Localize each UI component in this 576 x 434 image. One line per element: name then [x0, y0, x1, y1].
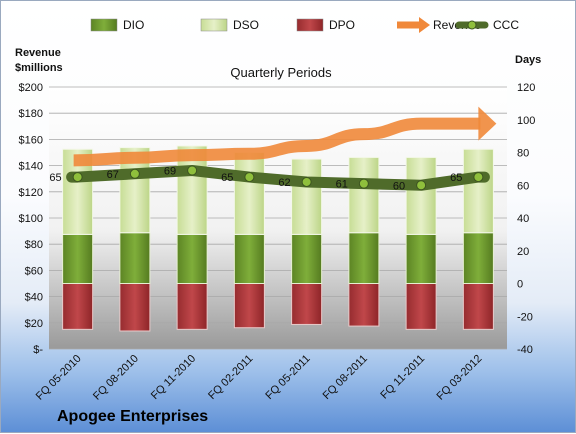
right-tick-label: 60 — [517, 180, 529, 192]
ccc-data-label: 65 — [49, 172, 61, 184]
left-tick-label: $- — [33, 344, 43, 356]
bar-dso — [405, 156, 437, 235]
legend-swatch-dpo — [296, 18, 324, 32]
legend-arrowhead-revenue — [419, 17, 430, 33]
right-tick-label: 0 — [517, 279, 523, 291]
company-name: Apogee Enterprises — [57, 408, 208, 425]
x-tick-label: FQ 05-2010 — [34, 353, 84, 403]
x-tick-label: FQ 11-2010 — [149, 353, 198, 402]
bar-dpo — [291, 283, 323, 325]
revenue-layer — [73, 106, 497, 167]
bar-dpo — [233, 283, 265, 329]
left-tick-label: $80 — [25, 239, 43, 251]
bar-dio — [348, 232, 380, 285]
left-tick-label: $20 — [25, 318, 43, 330]
left-tick-label: $100 — [19, 213, 43, 225]
x-tick-label: FQ 08-2010 — [91, 353, 141, 403]
bar-dio — [405, 233, 437, 284]
left-tick-label: $160 — [19, 134, 43, 146]
bar-dso — [462, 148, 494, 234]
bar-dio — [119, 232, 151, 285]
left-axis-ticks: $- $20 $40 $60 $80 $100 $120 $140 $160 $180 $200 — [19, 82, 44, 356]
ccc-data-label: 67 — [107, 169, 119, 181]
ccc-marker — [244, 172, 255, 183]
ccc-marker — [358, 178, 369, 189]
bar-dio — [462, 232, 494, 285]
bar-dpo — [176, 283, 208, 330]
ccc-marker — [129, 168, 140, 179]
ccc-marker — [72, 172, 83, 183]
right-tick-label: 20 — [517, 246, 529, 258]
right-axis-title: Days — [515, 54, 541, 66]
right-tick-label: 120 — [517, 82, 535, 94]
ccc-data-label: 60 — [393, 180, 405, 192]
ccc-marker — [473, 172, 484, 183]
x-tick-label: FQ 03-2012 — [435, 353, 485, 403]
ccc-data-label: 65 — [450, 172, 462, 184]
ccc-data-label: 61 — [336, 179, 348, 191]
right-axis-ticks: -40 -20 0 20 40 60 80 100 120 — [517, 82, 535, 356]
legend-label-dpo: DPO — [329, 18, 355, 32]
x-tick-label: FQ 05-2011 — [263, 353, 312, 402]
ccc-marker — [416, 180, 427, 191]
x-tick-label: FQ 11-2011 — [378, 353, 427, 402]
legend-label-dso: DSO — [233, 18, 259, 32]
bar-dso — [233, 152, 265, 235]
bar-dso — [348, 156, 380, 234]
x-axis-ticks: FQ 05-2010 FQ 08-2010 FQ 11-2010 FQ 02-2011… — [34, 353, 485, 403]
ccc-data-label: 62 — [278, 177, 290, 189]
legend-swatch-dso — [200, 18, 228, 32]
right-tick-label: -20 — [517, 311, 533, 323]
legend-marker-ccc — [467, 20, 477, 30]
ccc-data-label: 65 — [221, 172, 233, 184]
left-tick-label: $200 — [19, 82, 43, 94]
left-tick-label: $140 — [19, 161, 43, 173]
left-tick-label: $40 — [25, 292, 43, 304]
bar-dio — [176, 233, 208, 284]
right-tick-label: 80 — [517, 148, 529, 160]
legend-label-ccc: CCC — [493, 18, 519, 32]
ccc-label-layer: 65 67 69 65 62 61 60 65 — [49, 166, 462, 193]
x-tick-label: FQ 02-2011 — [206, 353, 255, 402]
revenue-line — [73, 117, 481, 167]
left-axis-title-line1: Revenue — [15, 47, 61, 59]
chart-subtitle: Quarterly Periods — [230, 65, 332, 80]
right-tick-label: -40 — [517, 344, 533, 356]
right-tick-label: 40 — [517, 213, 529, 225]
bar-dso — [291, 158, 323, 235]
ccc-marker — [187, 165, 198, 176]
bar-dio — [233, 233, 265, 284]
bar-dpo — [348, 283, 380, 327]
legend-swatch-dio — [90, 18, 118, 32]
left-tick-label: $60 — [25, 265, 43, 277]
ccc-data-label: 69 — [164, 166, 176, 178]
ccc-layer — [66, 165, 490, 191]
bar-dpo — [62, 283, 94, 330]
bar-dpo — [462, 283, 494, 330]
left-tick-label: $180 — [19, 108, 43, 120]
legend: DIODSODPORevenueCCC — [90, 17, 519, 33]
legend-label-dio: DIO — [123, 18, 144, 32]
ccc-marker — [301, 176, 312, 187]
right-tick-label: 100 — [517, 115, 535, 127]
revenue-arrowhead — [478, 106, 497, 141]
x-tick-label: FQ 08-2011 — [321, 353, 370, 402]
left-axis-title-line2: $millions — [15, 62, 63, 74]
ccc-line — [66, 165, 490, 191]
bar-dio — [62, 233, 94, 284]
bar-dpo — [405, 283, 437, 330]
left-tick-label: $120 — [19, 187, 43, 199]
bar-dpo — [119, 283, 151, 332]
bar-dio — [291, 233, 323, 284]
